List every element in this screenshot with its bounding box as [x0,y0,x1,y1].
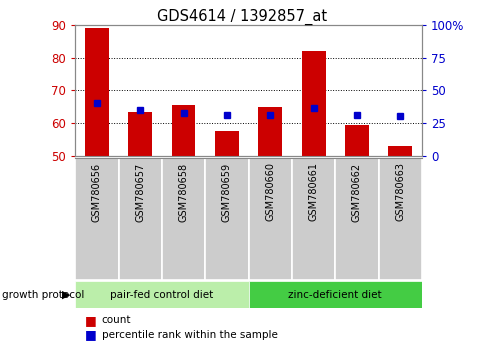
Text: GSM780663: GSM780663 [394,162,405,221]
Bar [162,158,205,280]
Bar [128,112,152,156]
Text: GSM780661: GSM780661 [308,162,318,221]
Bar [248,281,421,308]
Text: growth protocol: growth protocol [2,290,85,300]
Bar [388,146,411,156]
Bar [85,28,108,156]
Text: GSM780662: GSM780662 [351,162,361,222]
Bar [248,158,291,280]
Bar [75,158,118,280]
Bar [344,125,368,156]
Text: percentile rank within the sample: percentile rank within the sample [102,330,277,339]
Bar [118,158,162,280]
Text: pair-fed control diet: pair-fed control diet [110,290,213,300]
Text: zinc-deficient diet: zinc-deficient diet [288,290,381,300]
Bar [301,51,325,156]
Text: count: count [102,315,131,325]
Text: GSM780660: GSM780660 [265,162,274,221]
Text: ▶: ▶ [61,290,70,300]
Bar [291,158,334,280]
Text: GSM780659: GSM780659 [222,162,231,222]
Text: GSM780657: GSM780657 [135,162,145,222]
Bar [334,158,378,280]
Bar [171,105,195,156]
Bar [258,107,282,156]
Bar [205,158,248,280]
Text: ■: ■ [85,328,96,341]
Text: ■: ■ [85,314,96,327]
Bar [75,281,248,308]
Bar [378,158,421,280]
Bar [214,131,238,156]
Text: GSM780658: GSM780658 [178,162,188,222]
Text: GSM780656: GSM780656 [91,162,102,222]
Text: GDS4614 / 1392857_at: GDS4614 / 1392857_at [157,9,327,25]
